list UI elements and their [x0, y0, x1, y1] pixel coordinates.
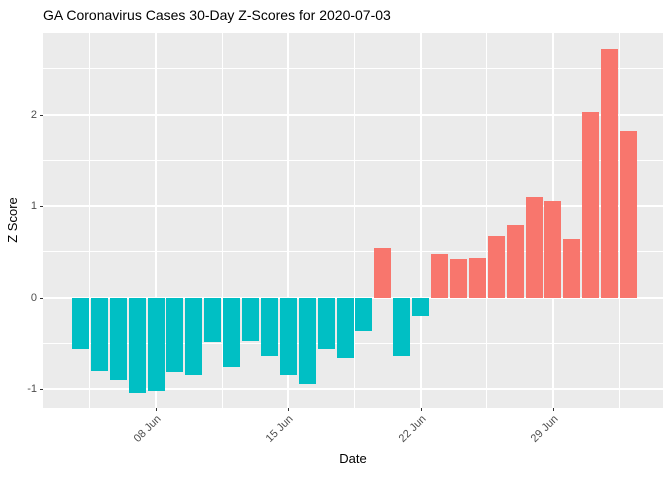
y-axis-title: Z Score [5, 197, 20, 243]
bar-2020-06-22 [412, 297, 430, 316]
bar-2020-06-23 [431, 253, 448, 298]
bar-2020-06-24 [449, 259, 467, 298]
x-major-gridline [155, 33, 157, 408]
y-tick-label: -1 [27, 383, 37, 396]
bar-2020-06-30 [563, 239, 581, 298]
x-tick-label-text: 15 Jun [263, 413, 296, 445]
y-tick-label: 2 [30, 108, 37, 121]
x-minor-gridline [353, 33, 355, 408]
x-tick-mark [156, 408, 157, 411]
bar-2020-06-29 [544, 200, 562, 298]
bar-2020-06-12 [223, 297, 241, 368]
bar-2020-06-19 [355, 297, 373, 331]
x-tick-label-text: 22 Jun [396, 413, 429, 445]
bar-2020-06-08 [147, 297, 165, 392]
y-major-gridline [43, 205, 663, 208]
y-tick-mark [40, 389, 43, 391]
bar-2020-06-15 [279, 297, 297, 375]
bar-2020-06-26 [487, 236, 505, 298]
bar-2020-06-09 [166, 297, 184, 372]
bar-2020-06-07 [128, 297, 146, 393]
x-tick-label-text: 08 Jun [131, 413, 164, 445]
x-tick-mark [420, 408, 422, 411]
y-major-gridline [43, 388, 663, 391]
bar-2020-06-28 [525, 197, 543, 298]
y-minor-gridline [43, 251, 663, 253]
y-tick-mark [40, 206, 43, 208]
bar-2020-06-25 [468, 258, 486, 298]
x-tick-mark [552, 408, 554, 411]
bar-2020-06-17 [317, 297, 335, 349]
y-tick-mark [40, 114, 43, 116]
x-major-gridline [287, 33, 290, 408]
bar-2020-06-18 [336, 297, 354, 359]
bar-2020-06-05 [90, 297, 108, 371]
bar-2020-06-13 [242, 297, 259, 341]
y-minor-gridline [43, 68, 663, 70]
y-tick-label: 0 [30, 291, 37, 304]
y-tick-mark [40, 297, 43, 299]
y-major-gridline [43, 113, 663, 116]
bar-2020-07-03 [620, 131, 637, 298]
x-tick-label-text: 29 Jun [528, 413, 561, 445]
bar-2020-06-06 [109, 297, 127, 381]
x-minor-gridline [89, 33, 91, 408]
bar-2020-07-02 [601, 48, 619, 298]
bar-2020-06-21 [393, 297, 411, 357]
bar-2020-06-11 [204, 297, 222, 342]
x-axis-title: Date [339, 451, 367, 466]
bar-2020-06-04 [71, 297, 89, 349]
bar-2020-06-20 [374, 248, 392, 298]
x-minor-gridline [486, 33, 488, 408]
x-major-gridline [419, 33, 422, 408]
bar-2020-06-14 [260, 297, 278, 357]
bar-2020-06-16 [298, 297, 316, 384]
y-tick-label: 1 [30, 200, 37, 213]
plot-panel [43, 33, 663, 408]
x-tick-mark [288, 408, 290, 411]
chart-title: GA Coronavirus Cases 30-Day Z-Scores for… [43, 7, 391, 23]
bar-2020-06-10 [185, 297, 203, 376]
y-minor-gridline [43, 159, 663, 161]
x-minor-gridline [618, 33, 620, 408]
bar-2020-06-27 [506, 225, 524, 298]
x-minor-gridline [221, 33, 223, 408]
bar-2020-07-01 [582, 111, 600, 298]
